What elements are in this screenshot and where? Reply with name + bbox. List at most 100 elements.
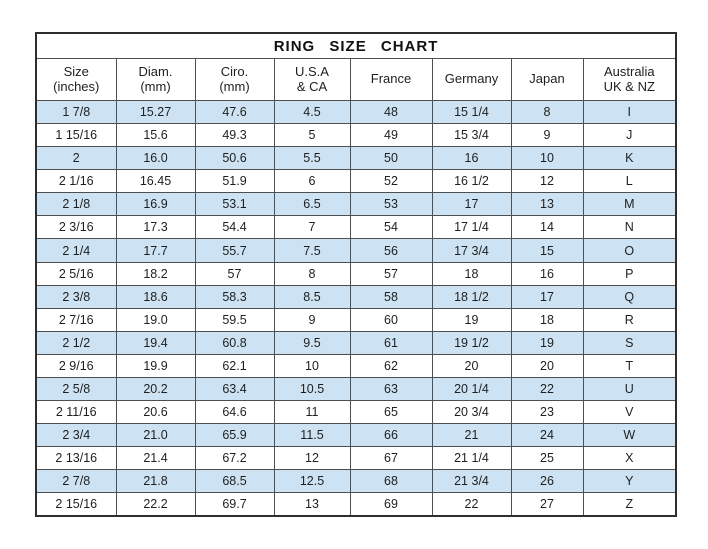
table-cell: K [582,146,677,171]
column-header-line: Japan [529,71,565,87]
table-cell: R [582,307,677,332]
table-cell: 2 11/16 [35,400,117,425]
table-cell: 47.6 [194,99,275,125]
table-cell: 16 [431,146,512,171]
table-row-16: 2 7/8 21.8 68.5 12.5 68 21 3/4 26 Y [35,469,677,494]
table-row-10: 2 1/2 19.4 60.8 9.5 61 19 1/2 19 S [35,330,677,355]
ring-size-table: RING SIZE CHART Size (inches) Diam. (mm) Cir… [35,32,678,517]
table-cell: 2 [35,146,117,171]
table-cell: 21 1/4 [431,446,512,471]
table-cell: 68 [349,469,433,494]
table-cell: 10.5 [273,376,351,402]
table-cell: 2 3/16 [35,215,117,240]
table-row-5: 2 3/16 17.3 54.4 7 54 17 1/4 14 N [35,215,677,240]
table-row-12: 2 5/8 20.2 63.4 10.5 63 20 1/4 22 U [35,376,677,402]
table-cell: 60.8 [194,330,275,355]
table-row-14: 2 3/4 21.0 65.9 11.5 66 21 24 W [35,423,677,448]
table-cell: 61 [349,330,433,355]
table-cell: 2 9/16 [35,353,117,378]
table-cell: U [582,376,677,402]
table-cell: 2 1/4 [35,238,117,263]
table-cell: 63 [349,376,433,402]
table-cell: 20.6 [115,400,196,425]
table-cell: 62 [349,353,433,378]
table-cell: L [582,169,677,194]
table-row-11: 2 9/16 19.9 62.1 10 62 20 20 T [35,353,677,378]
table-row-7: 2 5/16 18.2 57 8 57 18 16 P [35,261,677,286]
column-header-line: & CA [296,78,328,94]
table-cell: 62.1 [194,353,275,378]
table-row-13: 2 11/16 20.6 64.6 11 65 20 3/4 23 V [35,400,677,425]
table-cell: 7.5 [273,238,351,263]
table-cell: 16.45 [115,169,196,194]
column-header-6: Japan [510,58,584,101]
table-cell: 59.5 [194,307,275,332]
table-cell: T [582,353,677,378]
table-row-8: 2 3/8 18.6 58.3 8.5 58 18 1/2 17 Q [35,284,677,309]
table-row-6: 2 1/4 17.7 55.7 7.5 56 17 3/4 15 O [35,238,677,263]
table-cell: 56 [349,238,433,263]
table-cell: 53 [349,192,433,217]
table-cell: 17.3 [115,215,196,240]
table-row-0: 1 7/8 15.27 47.6 4.5 48 15 1/4 8 I [35,99,677,125]
table-cell: 1 15/16 [35,123,117,148]
column-header-7: Australia UK & NZ [582,58,677,101]
table-cell: 9 [510,123,584,148]
table-cell: 68.5 [194,469,275,494]
table-cell: 24 [510,423,584,448]
table-cell: 20 3/4 [431,400,512,425]
table-cell: 57 [194,261,275,286]
table-cell: 51.9 [194,169,275,194]
table-cell: 67 [349,446,433,471]
table-cell: 20 [431,353,512,378]
column-header-line: Diam. [138,63,173,79]
table-header-row: Size (inches) Diam. (mm) Ciro. (mm) U.S.A & CA F… [35,58,677,101]
table-cell: 21.4 [115,446,196,471]
table-cell: 48 [349,99,433,125]
table-cell: 2 7/8 [35,469,117,494]
table-cell: 2 1/2 [35,330,117,355]
table-cell: 15 1/4 [431,99,512,125]
table-row-1: 1 15/16 15.6 49.3 5 49 15 3/4 9 J [35,123,677,148]
table-cell: 2 3/8 [35,284,117,309]
table-cell: 49 [349,123,433,148]
table-cell: 12 [510,169,584,194]
table-cell: 2 13/16 [35,446,117,471]
table-cell: 18 [510,307,584,332]
table-cell: 16 [510,261,584,286]
table-cell: 25 [510,446,584,471]
table-cell: 1 7/8 [35,99,117,125]
table-cell: 54.4 [194,215,275,240]
table-cell: 55.7 [194,238,275,263]
table-cell: Z [582,492,677,517]
table-cell: 69.7 [194,492,275,517]
table-cell: 2 1/8 [35,192,117,217]
table-cell: 17.7 [115,238,196,263]
table-cell: 2 3/4 [35,423,117,448]
table-cell: 2 15/16 [35,492,117,517]
table-cell: O [582,238,677,263]
table-cell: 69 [349,492,433,517]
table-cell: 2 1/16 [35,169,117,194]
column-header-line: (inches) [53,78,100,94]
table-cell: 18.2 [115,261,196,286]
table-cell: 21.0 [115,423,196,448]
table-cell: 8 [273,261,351,286]
table-cell: 15 [510,238,584,263]
table-cell: 26 [510,469,584,494]
table-cell: N [582,215,677,240]
table-cell: 52 [349,169,433,194]
table-row-17: 2 15/16 22.2 69.7 13 69 22 27 Z [35,492,677,517]
table-cell: 17 [510,284,584,309]
column-header-3: U.S.A & CA [273,58,351,101]
table-cell: 66 [349,423,433,448]
table-cell: 22.2 [115,492,196,517]
table-title-row: RING SIZE CHART [35,32,677,59]
column-header-line: (mm) [219,78,250,94]
column-header-line: Australia [603,63,655,79]
table-cell: 19.4 [115,330,196,355]
column-header-line: Ciro. [220,63,249,79]
table-cell: Q [582,284,677,309]
column-header-0: Size (inches) [35,58,117,101]
table-row-15: 2 13/16 21.4 67.2 12 67 21 1/4 25 X [35,446,677,471]
